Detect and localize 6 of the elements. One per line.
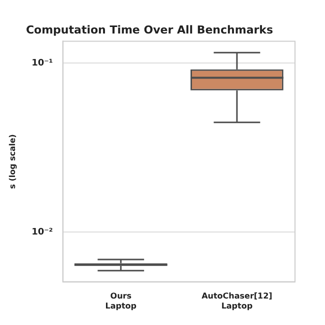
x-tick-label: Ours Laptop [105,292,137,310]
y-tick-label: 10⁻¹ [32,58,53,69]
x-tick-label: AutoChaser[12] Laptop [202,292,272,310]
y-axis-title: s (log scale) [8,134,17,189]
chart-title: Computation Time Over All Benchmarks [26,23,274,36]
y-tick-label: 10⁻² [32,227,53,238]
